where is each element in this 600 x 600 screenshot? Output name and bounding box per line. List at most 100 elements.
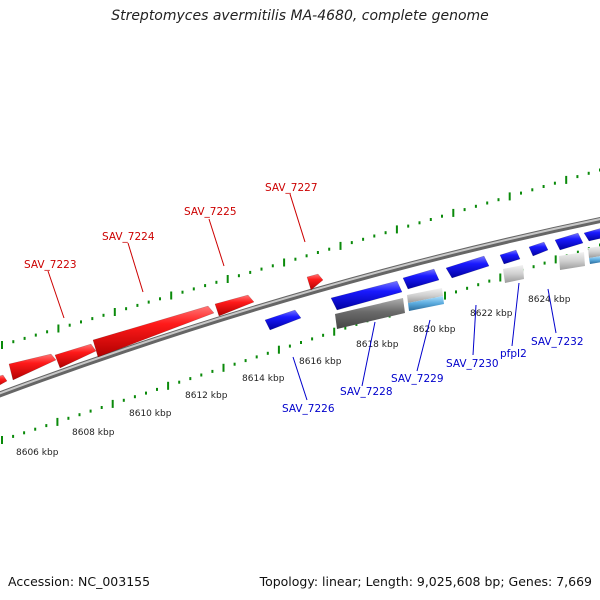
minor-tick: [102, 313, 105, 317]
kbp-label: 8618 kbp: [356, 340, 399, 350]
gene-label-sav-7228[interactable]: SAV_7228: [340, 386, 393, 398]
gene-arrow-reverse[interactable]: [583, 228, 600, 242]
gene-arrow-forward[interactable]: [8, 353, 57, 381]
minor-tick: [587, 171, 590, 175]
minor-tick: [305, 254, 308, 258]
minor-tick: [189, 377, 192, 381]
minor-tick: [100, 406, 103, 409]
major-tick: [565, 175, 568, 184]
genome-backbone: [0, 217, 600, 398]
minor-tick: [407, 224, 410, 228]
major-tick: [283, 258, 286, 267]
major-tick: [56, 417, 59, 426]
minor-tick: [215, 280, 218, 284]
feature-grey-bar[interactable]: [559, 252, 585, 270]
major-tick: [1, 341, 3, 349]
gene-arrow-reverse[interactable]: [330, 280, 403, 311]
feature-grey-bar[interactable]: [588, 246, 600, 258]
minor-tick: [455, 290, 457, 294]
minor-tick: [244, 359, 247, 363]
major-tick: [167, 381, 170, 390]
minor-tick: [350, 241, 353, 245]
major-tick: [499, 273, 502, 282]
major-tick: [554, 255, 557, 264]
kbp-label: 8624 kbp: [528, 295, 571, 305]
gene-label-sav-7230[interactable]: SAV_7230: [446, 358, 499, 370]
minor-tick: [463, 208, 466, 212]
kbp-label: 8614 kbp: [242, 374, 285, 384]
gene-arrow-reverse[interactable]: [402, 268, 440, 290]
minor-tick: [576, 175, 579, 179]
minor-tick: [12, 434, 15, 438]
minor-tick: [520, 191, 522, 195]
minor-tick: [68, 323, 71, 327]
feature-grey-bar[interactable]: [407, 288, 443, 303]
minor-tick: [486, 201, 489, 205]
feature-grey-bar[interactable]: [335, 298, 405, 329]
gene-arrow-forward[interactable]: [214, 294, 255, 317]
minor-tick: [23, 336, 26, 340]
gene-arrow-forward[interactable]: [92, 305, 215, 358]
minor-tick: [542, 185, 545, 188]
minor-tick: [466, 286, 469, 290]
gene-label-sav-7223[interactable]: SAV_7223: [24, 259, 77, 271]
gene-label-sav-7227[interactable]: SAV_7227: [265, 182, 318, 194]
minor-tick: [237, 274, 240, 278]
minor-tick: [200, 373, 203, 377]
major-tick: [339, 241, 342, 250]
minor-tick: [477, 283, 480, 287]
gene-label-sav-7226[interactable]: SAV_7226: [282, 403, 335, 415]
accession-text: Accession: NC_003155: [8, 574, 151, 589]
minor-tick: [34, 427, 37, 431]
gene-arrow-forward[interactable]: [54, 343, 97, 369]
minor-tick: [46, 330, 49, 334]
gene-arrow-reverse[interactable]: [499, 249, 521, 265]
major-tick: [111, 399, 114, 408]
gene-label-sav-7225[interactable]: SAV_7225: [184, 206, 237, 218]
minor-tick: [418, 221, 421, 225]
minor-tick: [133, 395, 136, 399]
kbp-label: 8610 kbp: [129, 409, 172, 419]
gene-label-pfpi2[interactable]: pfpI2: [500, 348, 527, 360]
gene-label-sav-7232[interactable]: SAV_7232: [531, 336, 584, 348]
minor-tick: [80, 320, 82, 324]
minor-tick: [12, 340, 15, 344]
gene-arrow-forward[interactable]: [306, 273, 324, 291]
minor-tick: [488, 279, 491, 283]
minor-tick: [89, 409, 92, 413]
feature-rna-bar[interactable]: [408, 296, 444, 311]
minor-tick: [255, 355, 258, 359]
minor-tick: [122, 398, 125, 402]
minor-tick: [45, 424, 48, 428]
feature-grey-bar[interactable]: [503, 265, 524, 283]
feature-rna-bar[interactable]: [589, 256, 600, 264]
major-tick: [170, 291, 173, 300]
minor-tick: [211, 369, 214, 373]
gene-arrow-forward[interactable]: [0, 374, 8, 387]
gene-arrow-reverse[interactable]: [445, 255, 490, 279]
minor-tick: [441, 214, 443, 218]
minor-tick: [249, 270, 252, 274]
gene-label-sav-7224[interactable]: SAV_7224: [102, 231, 155, 243]
map-title: Streptomyces avermitilis MA-4680, comple…: [111, 8, 489, 24]
minor-tick: [532, 265, 535, 269]
gene-arrow-reverse[interactable]: [264, 309, 302, 331]
minor-tick: [344, 326, 347, 330]
minor-tick: [294, 257, 297, 261]
minor-tick: [543, 261, 546, 265]
gene-arrow-reverse[interactable]: [528, 241, 549, 257]
minor-tick: [497, 198, 500, 202]
misc-features: [335, 246, 600, 329]
minor-tick: [145, 391, 147, 395]
minor-tick: [384, 231, 387, 235]
gene-label-sav-7229[interactable]: SAV_7229: [391, 373, 444, 385]
minor-tick: [181, 290, 184, 294]
major-tick: [508, 192, 511, 201]
kbp-label: 8608 kbp: [72, 428, 115, 438]
minor-tick: [576, 250, 579, 254]
minor-tick: [192, 287, 195, 291]
major-tick: [452, 208, 455, 217]
gene-arrow-reverse[interactable]: [554, 232, 584, 251]
major-tick: [444, 291, 446, 300]
minor-tick: [260, 267, 263, 271]
